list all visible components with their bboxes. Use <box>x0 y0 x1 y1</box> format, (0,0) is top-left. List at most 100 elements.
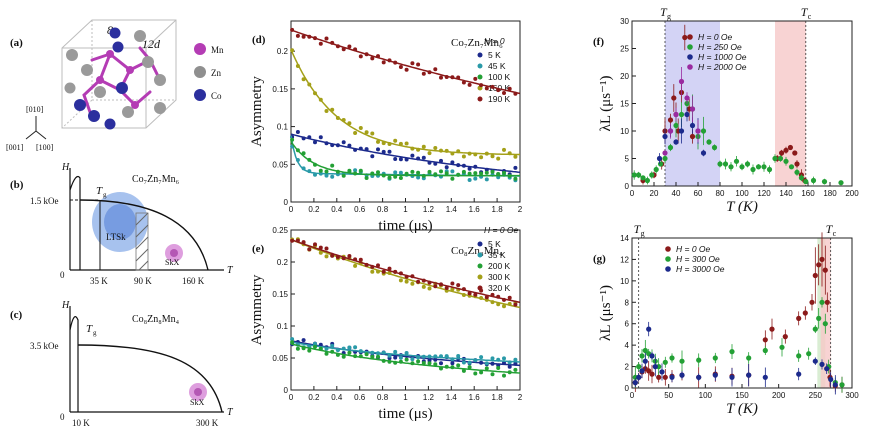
data-point <box>387 175 392 180</box>
data-point <box>473 152 478 157</box>
data-point <box>783 158 789 164</box>
x-tick-label: 0 <box>289 205 294 214</box>
y-tick-label: 0 <box>625 182 630 191</box>
data-point <box>673 139 679 145</box>
data-point <box>444 165 449 170</box>
data-point <box>416 170 421 175</box>
data-point <box>433 362 438 367</box>
data-point <box>762 347 768 354</box>
data-point <box>439 75 443 80</box>
data-point <box>398 176 403 180</box>
data-point <box>416 156 421 161</box>
data-point <box>347 143 352 148</box>
panel-b-label: (b) <box>10 179 24 191</box>
data-point <box>376 147 380 152</box>
data-point <box>410 61 415 66</box>
phase-c-h-axis: H <box>61 300 70 311</box>
data-point <box>295 238 300 243</box>
legend-label: H = 1000 Oe <box>698 52 747 62</box>
data-point <box>761 164 767 170</box>
data-point <box>347 121 352 126</box>
data-point <box>347 345 352 350</box>
data-point <box>404 67 409 72</box>
y-tick-label: 12 <box>620 255 629 264</box>
data-point <box>490 84 495 89</box>
tc-boundary-b <box>79 199 209 271</box>
data-point <box>832 382 838 388</box>
data-point <box>301 240 306 245</box>
data-point <box>439 169 443 174</box>
legend-label: 5 K <box>488 50 501 60</box>
data-point <box>507 151 512 156</box>
data-point <box>513 165 518 170</box>
legend-mn-label: Mn <box>211 45 224 55</box>
data-point <box>358 146 363 151</box>
data-point <box>662 359 668 365</box>
x-tick-label: 0.8 <box>377 205 389 214</box>
data-point <box>479 155 484 160</box>
data-point <box>313 36 317 41</box>
skx-core-c <box>194 388 202 396</box>
y-tick-label: 0.1 <box>277 322 289 331</box>
data-point <box>387 58 392 63</box>
data-point <box>358 168 363 173</box>
data-point <box>490 154 495 159</box>
y-axis-title: λL (μs⁻¹) <box>598 76 614 132</box>
legend-label: H = 3000 Oe <box>676 264 725 274</box>
axis-100-label: [100] <box>36 143 54 152</box>
data-point <box>479 296 484 300</box>
y-axis-title: λL (μs⁻¹) <box>598 285 614 341</box>
data-point <box>819 256 825 262</box>
data-point <box>473 176 478 181</box>
data-point <box>427 169 432 174</box>
data-point <box>347 254 352 258</box>
data-point <box>427 354 432 359</box>
data-point <box>290 27 295 32</box>
data-point <box>700 150 707 156</box>
x-axis-title: time (μs) <box>378 218 432 234</box>
phase-b-temp-3: 160 K <box>182 276 205 286</box>
mn-atom <box>106 50 114 58</box>
x-tick-label: 1.6 <box>469 205 481 214</box>
legend-marker <box>477 285 483 291</box>
data-point <box>439 282 443 287</box>
data-point <box>301 34 306 39</box>
panel-c: (c) H T 0 3.5 kOe T g Co₈Zn₈Mn₄ SkX 10 K… <box>10 300 234 428</box>
data-point <box>364 262 369 267</box>
data-point <box>812 272 818 279</box>
y-tick-label: 25 <box>620 45 629 54</box>
data-point <box>427 151 432 156</box>
x-tick-label: 200 <box>845 189 859 198</box>
phase-c-axes <box>69 306 224 413</box>
phase-c-origin: 0 <box>60 412 65 422</box>
data-point <box>746 355 752 361</box>
data-point <box>444 148 449 153</box>
zn-atom <box>81 64 93 76</box>
data-point <box>507 295 512 300</box>
data-point <box>779 344 785 350</box>
data-point <box>353 168 358 173</box>
data-point <box>484 170 489 175</box>
legend-label: H = 300 Oe <box>676 254 720 264</box>
chart-g: 0 50 100 150 200 250 300 0 2 4 6 8 10 12 14 (g) T (K) λL … <box>593 222 859 417</box>
data-point <box>353 131 358 135</box>
data-point <box>467 365 472 370</box>
data-point <box>502 356 506 361</box>
data-point <box>689 106 696 112</box>
data-point <box>301 166 306 171</box>
data-point <box>318 41 323 46</box>
y-tick-label: 0.2 <box>277 47 289 56</box>
data-point <box>502 147 506 152</box>
data-point <box>689 133 696 140</box>
data-point <box>513 361 518 366</box>
data-point <box>484 366 489 371</box>
data-point <box>821 179 828 185</box>
data-point <box>479 360 484 365</box>
legend-label: 190 K <box>488 94 511 104</box>
x-tick-label: 160 <box>801 189 815 198</box>
data-point <box>461 293 466 297</box>
x-tick-label: 100 <box>735 189 749 198</box>
y-tick-label: 6 <box>625 320 630 329</box>
data-point <box>330 253 335 258</box>
data-point <box>416 279 421 284</box>
